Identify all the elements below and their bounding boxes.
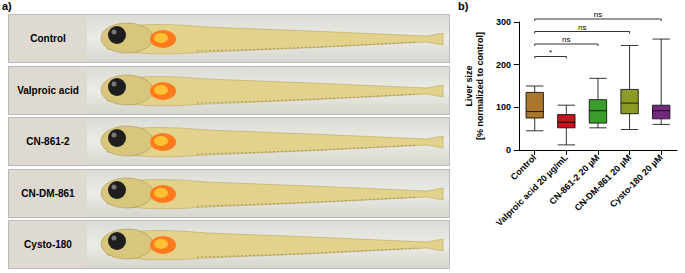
html-text:CN-861-2: CN-861-2 (26, 136, 70, 147)
svg-text:Control: Control (509, 152, 539, 182)
svg-text:*: * (549, 48, 552, 57)
html-text:b): b) (458, 0, 469, 12)
html-text:Valproic acid: Valproic acid (17, 84, 79, 96)
svg-text:Valproic acid 20 µg/mL: Valproic acid 20 µg/mL (494, 152, 570, 229)
svg-text:300: 300 (496, 17, 511, 27)
svg-text:ns: ns (562, 35, 570, 44)
html-text:a): a) (2, 0, 12, 12)
svg-text:0: 0 (506, 145, 511, 155)
svg-text:CN-861-2 20 µM: CN-861-2 20 µM (547, 152, 602, 207)
html-text:Cysto-180: Cysto-180 (24, 239, 72, 250)
svg-text:100: 100 (496, 102, 511, 112)
svg-text:CN-DM-861 20 µM: CN-DM-861 20 µM (573, 152, 634, 213)
html-text:Control: Control (30, 33, 66, 44)
svg-text:ns: ns (594, 10, 602, 19)
svg-text:[% normalized to control]: [% normalized to control] (475, 32, 485, 140)
svg-text:Liver size: Liver size (464, 65, 474, 106)
svg-text:ns: ns (578, 23, 586, 32)
svg-text:200: 200 (496, 60, 511, 70)
svg-text:Cysto-180 20 µM: Cysto-180 20 µM (608, 152, 665, 209)
html-text:CN-DM-861: CN-DM-861 (21, 187, 75, 199)
